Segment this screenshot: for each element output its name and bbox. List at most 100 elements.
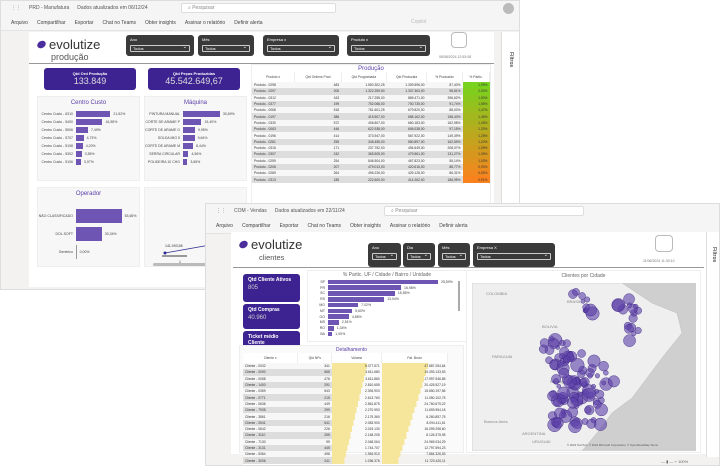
- table-row[interactable]: Produto - 0197 386 415.507,00 658.162,00 158…: [252, 113, 490, 120]
- slicer-ms[interactable]: Mês Todos: [198, 35, 254, 56]
- bar-row[interactable]: PINTURA MANUAL 30,69%: [145, 110, 246, 118]
- bar-row[interactable]: CORTE DE ARAME G 9,95%: [145, 126, 246, 134]
- slicer-dropdown[interactable]: Todos: [351, 44, 426, 52]
- bar-row[interactable]: Centro Custo - 5400 16,55%: [38, 118, 139, 126]
- column-header[interactable]: % Partic.: [462, 72, 490, 82]
- scrollbar[interactable]: [458, 281, 460, 311]
- table-row[interactable]: Cliente - 3561 216 2.179.360 6.260.857,75: [243, 413, 448, 420]
- search-input[interactable]: ⌕ Pesquisar: [384, 206, 584, 216]
- toolbar-assinar-o-relat-rio[interactable]: Assinar o relatório: [184, 19, 226, 26]
- toolbar-compartilhar[interactable]: Compartilhar: [36, 19, 66, 26]
- slicer-dropdown[interactable]: Todos: [407, 252, 431, 260]
- bar-row[interactable]: SC 15,55%: [308, 291, 466, 297]
- bar[interactable]: [183, 135, 195, 141]
- table-row[interactable]: Cliente - 0058 476 3.611.860 17.997.946,85: [243, 375, 448, 382]
- bar-row[interactable]: MS 2,51%: [308, 320, 466, 326]
- table-row[interactable]: Produto - 0063 446 622.938,00 606.038,00 97,…: [252, 126, 490, 133]
- map[interactable]: COLOMBIABRASILBOLIVIAPARAGUAISantiagoBue…: [472, 283, 696, 451]
- toolbar-exportar[interactable]: Exportar: [279, 222, 299, 229]
- bookmark-tile[interactable]: [655, 235, 673, 252]
- table-row[interactable]: Cliente - 0642 226 2.019.130 16.099.298,60: [243, 425, 448, 433]
- toolbar-arquivo[interactable]: Arquivo: [11, 19, 28, 26]
- zoom-slider[interactable]: — ▮ — + 100%: [661, 459, 689, 464]
- bookmark-tile[interactable]: [451, 32, 467, 48]
- bar[interactable]: [328, 297, 385, 302]
- bar-row[interactable]: Genérico 0,00%: [38, 243, 139, 261]
- slicer-ms[interactable]: Mês Todos: [438, 243, 470, 267]
- bar-row[interactable]: Centro Custo - 5506 7,49%: [38, 126, 139, 134]
- table-row[interactable]: Produto - 0297 206 1.322.259,50 1.307.363,0…: [252, 88, 490, 95]
- table-row[interactable]: Cliente - 0636 449 2.561.875 24.760.679,22: [243, 400, 448, 408]
- toolbar-obter-insights[interactable]: Obter insights: [350, 222, 381, 229]
- table-row[interactable]: Produto - 0313 185 222.600,00 414.262,00 186…: [252, 176, 490, 183]
- column-header[interactable]: Volume: [331, 353, 383, 363]
- copilot-button[interactable]: Copilot: [411, 19, 427, 25]
- bar[interactable]: [183, 119, 202, 125]
- bar[interactable]: [183, 127, 195, 133]
- bar[interactable]: [328, 302, 359, 308]
- bar-row[interactable]: GO 4,85%: [308, 314, 466, 320]
- bar-row[interactable]: POLIDEIRA 10 CHG 3,65%: [145, 158, 246, 166]
- bar-row[interactable]: BA 1,00%: [308, 331, 466, 337]
- bar[interactable]: [76, 119, 103, 125]
- slicer-empresax[interactable]: Empresa X Todos: [473, 243, 555, 267]
- bar[interactable]: [328, 308, 353, 314]
- bar-row[interactable]: CORTE DE ARAME M 8,44%: [145, 142, 246, 150]
- bar-row[interactable]: PR 16,98%: [308, 285, 466, 291]
- bar[interactable]: [328, 314, 349, 319]
- bar[interactable]: [76, 151, 82, 157]
- table-row[interactable]: Produto - 0289 264 496.226,00 429.128,00 86,…: [252, 170, 490, 177]
- bar[interactable]: [76, 127, 88, 133]
- slicer-dropdown[interactable]: Todos: [202, 44, 250, 52]
- slicer-dia[interactable]: Dia Todos: [403, 243, 435, 267]
- slicer-ano[interactable]: Ano Todos: [126, 35, 194, 56]
- toolbar-compartilhar[interactable]: Compartilhar: [241, 222, 271, 229]
- bar-row[interactable]: DOL.SOFT 30,34%: [38, 225, 139, 243]
- column-header[interactable]: Qtd NFs: [297, 353, 333, 363]
- bar-row[interactable]: CORTE DE ARAME P 15,40%: [145, 118, 246, 126]
- apps-icon[interactable]: ⋮⋮: [11, 5, 21, 11]
- table-row[interactable]: Cliente - 0032 341 5.377.571 47.887.254,64: [243, 363, 448, 370]
- bar[interactable]: [76, 111, 111, 117]
- slicer-produtox[interactable]: Produto x Todos: [347, 35, 430, 56]
- toolbar-chat-no-teams[interactable]: Chat no Teams: [102, 19, 137, 26]
- search-input[interactable]: ⌕ Pesquisar: [181, 3, 336, 13]
- table-row[interactable]: Produto - 0316 171 237.752,00 494.649,00 208…: [252, 144, 490, 152]
- bar[interactable]: [328, 279, 439, 285]
- bar[interactable]: [328, 331, 333, 337]
- table-row[interactable]: Produto - 0312 163 217.255,00 869.471,00 396…: [252, 94, 490, 101]
- table-row[interactable]: Produto - 0206 207 479.013,00 420.616,00 88,…: [252, 163, 490, 171]
- bar-row[interactable]: MG 7,02%: [308, 302, 466, 308]
- bar[interactable]: [76, 159, 81, 165]
- column-header[interactable]: Qtd Ordens Prod: [294, 72, 342, 82]
- slicer-dropdown[interactable]: Todos: [130, 44, 190, 52]
- table-row[interactable]: Cliente - 7130 99 2.048.064 24.969.034,29: [243, 438, 448, 445]
- bar[interactable]: [76, 245, 77, 259]
- updated-label[interactable]: Dados atualizados em 06/12/24: [77, 5, 148, 11]
- table-row[interactable]: Produto - 0330 572 406.807,00 660.183,00 162…: [252, 119, 490, 127]
- bar[interactable]: [183, 151, 189, 157]
- bar-row[interactable]: MT 5,60%: [308, 308, 466, 314]
- bar[interactable]: [76, 143, 83, 149]
- slicer-dropdown[interactable]: Todos: [477, 252, 551, 260]
- bar-row[interactable]: RS 13,04%: [308, 296, 466, 302]
- table-row[interactable]: Cliente - 0090 565 3.611.680 15.393.133,53: [243, 369, 448, 376]
- toolbar-obter-insights[interactable]: Obter insights: [145, 19, 176, 26]
- apps-icon[interactable]: ⋮⋮: [216, 208, 226, 214]
- table-row[interactable]: Produto - 0196 414 373.947,00 567.922,00 149…: [252, 132, 490, 139]
- toolbar-arquivo[interactable]: Arquivo: [216, 222, 233, 229]
- toolbar-assinar-o-relat-rio[interactable]: Assinar o relatório: [389, 222, 431, 229]
- table-row[interactable]: Cliente - 7935 299 2.270.993 11.693.954,18: [243, 407, 448, 414]
- bar-row[interactable]: NÃO CLASSIFICADO 53,65%: [38, 207, 139, 225]
- bar-row[interactable]: SERRA CIRCULAR 4,56%: [145, 150, 246, 158]
- table-row[interactable]: Produto - 0307 242 365.505,00 479.561,00 131…: [252, 151, 490, 158]
- bar[interactable]: [76, 227, 102, 241]
- table-row[interactable]: Produto - 0377 199 752.068,00 700.735,00 91,…: [252, 100, 490, 108]
- filters-label[interactable]: Filtros: [711, 247, 717, 263]
- updated-label[interactable]: Dados atualizados em 22/11/24: [274, 208, 345, 214]
- bar[interactable]: [76, 135, 84, 141]
- column-header[interactable]: Produto x: [252, 72, 296, 82]
- bar[interactable]: [183, 143, 194, 149]
- bar-row[interactable]: SOLDA MIG 5 9,64%: [145, 134, 246, 142]
- bar-row[interactable]: Centro Custo - 6310 21,52%: [38, 110, 139, 118]
